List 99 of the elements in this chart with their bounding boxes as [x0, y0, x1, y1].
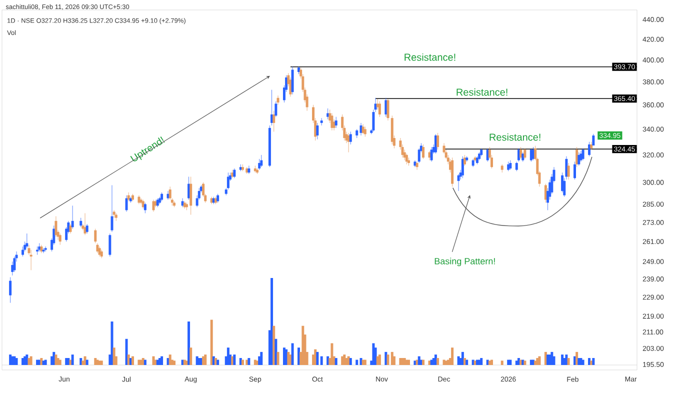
bar: [274, 338, 278, 365]
candlestick: [125, 195, 128, 212]
candlestick: [428, 150, 431, 160]
bar: [316, 352, 319, 365]
candlestick: [378, 101, 381, 118]
candlestick: [582, 148, 584, 160]
candlestick: [316, 122, 319, 140]
candlestick: [515, 161, 518, 172]
annotation: Resistance!: [490, 133, 540, 141]
candlestick: [390, 115, 394, 145]
annotation: Basing Pattern!: [434, 258, 495, 266]
candlestick: [190, 176, 192, 215]
bar: [592, 358, 595, 365]
bar: [330, 343, 334, 365]
bar: [260, 352, 263, 365]
candlestick: [54, 216, 58, 237]
bar: [291, 343, 294, 365]
bar: [28, 358, 30, 365]
candlestick: [289, 77, 292, 97]
bar: [110, 321, 114, 365]
bar: [550, 352, 554, 365]
candlestick: [334, 116, 338, 128]
candlestick: [108, 233, 112, 257]
bar: [173, 360, 176, 365]
candlestick: [422, 144, 425, 160]
candlestick: [260, 154, 263, 168]
bar: [112, 348, 116, 365]
candlestick: [457, 174, 460, 192]
candlestick: [258, 158, 261, 170]
candlestick: [152, 200, 155, 212]
candlestick: [94, 228, 97, 244]
candlestick: [98, 246, 101, 257]
bar: [386, 354, 390, 365]
bar: [190, 348, 192, 365]
bar: [320, 356, 323, 365]
candlestick: [58, 233, 62, 246]
bar: [54, 354, 58, 365]
candlestick: [436, 132, 440, 150]
bar: [86, 360, 88, 365]
candlestick: [451, 157, 454, 187]
bar: [168, 354, 172, 365]
bar: [30, 356, 32, 365]
bar: [372, 343, 375, 365]
annotation: Resistance!: [404, 53, 456, 61]
candlestick: [86, 224, 88, 234]
bar: [132, 356, 134, 365]
candlestick: [349, 131, 352, 145]
candlestick: [9, 277, 12, 303]
bar: [188, 321, 190, 365]
bar: [392, 356, 396, 365]
bar: [500, 360, 504, 365]
candlestick: [26, 233, 28, 248]
bar: [82, 360, 84, 365]
candlestick: [574, 161, 576, 180]
bar: [582, 360, 584, 365]
candlestick: [592, 134, 595, 146]
candlestick: [364, 126, 366, 137]
candlestick: [140, 198, 142, 204]
bar: [216, 360, 220, 365]
bar: [160, 356, 164, 365]
candlestick: [40, 244, 43, 254]
bar: [210, 320, 213, 365]
candlestick: [522, 152, 524, 162]
candlestick: [144, 202, 146, 214]
candlestick: [110, 185, 114, 232]
candlestick: [509, 160, 512, 170]
candlestick: [524, 148, 526, 160]
candlestick: [414, 160, 416, 168]
candlestick: [272, 110, 276, 132]
bar: [71, 354, 74, 365]
bar: [125, 338, 128, 365]
annotation: Resistance!: [456, 88, 508, 96]
candlestick: [291, 66, 294, 95]
bar: [289, 354, 292, 365]
bar: [356, 360, 358, 365]
bar: [436, 358, 440, 365]
bar: [15, 358, 18, 365]
bar: [567, 358, 570, 365]
candlestick: [386, 98, 390, 121]
candlestick: [567, 162, 570, 180]
candlestick: [461, 156, 464, 178]
candlestick: [69, 224, 72, 234]
candlestick: [112, 210, 116, 218]
candlestick: [96, 242, 99, 254]
candlestick: [580, 150, 582, 162]
candlestick: [472, 158, 474, 168]
candlestick: [520, 146, 522, 160]
candlestick: [330, 113, 334, 131]
bar: [466, 360, 468, 365]
candlestick: [430, 146, 433, 162]
bar: [422, 360, 425, 365]
bar: [270, 278, 274, 365]
bar: [451, 348, 454, 365]
bar: [565, 354, 568, 365]
candlestick: [71, 205, 74, 229]
bar: [152, 356, 155, 365]
candlestick: [80, 218, 82, 228]
candlestick: [362, 124, 364, 134]
candlestick: [274, 101, 278, 118]
